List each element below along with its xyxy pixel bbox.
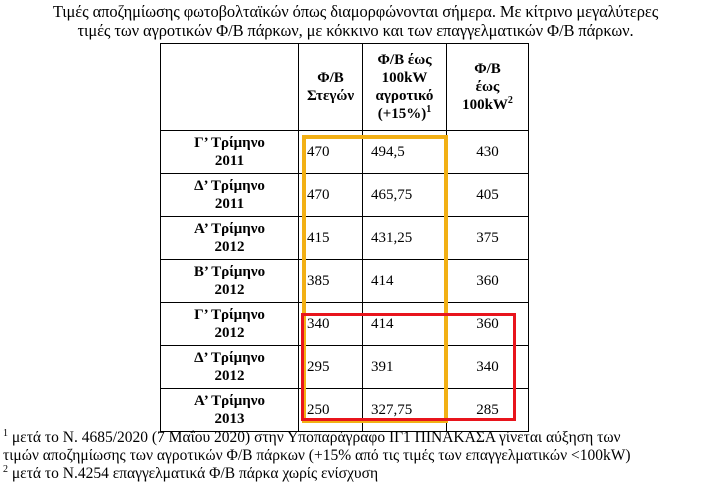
header-pro-pv-line3: 100kW xyxy=(462,97,508,113)
quarter-label: Δ’ Τρίμηνο xyxy=(194,350,265,366)
header-agri-pv: Φ/Β έως 100kW αγροτικό (+15%)1 xyxy=(362,43,447,131)
feed-in-tariff-table: Φ/Β Στεγών Φ/Β έως 100kW αγροτικό (+15%)… xyxy=(160,43,529,432)
table-row: Α’ Τρίμηνο 2012 415 431,25 375 xyxy=(160,216,529,260)
header-roof-pv-line2: Στεγών xyxy=(306,88,355,104)
agri-pv-value: 431,25 xyxy=(362,216,447,260)
year-label: 2012 xyxy=(214,368,245,384)
year-label: 2013 xyxy=(214,411,245,427)
year-label: 2012 xyxy=(214,282,245,298)
roof-pv-value: 470 xyxy=(298,130,363,174)
quarter-cell: Δ’ Τρίμηνο 2012 xyxy=(160,345,299,389)
header-pro-pv: Φ/Β έως 100kW2 xyxy=(446,43,529,131)
quarter-cell: Α’ Τρίμηνο 2012 xyxy=(160,216,299,260)
year-label: 2011 xyxy=(214,196,245,212)
document-caption: Τιμές αποζημίωσης φωτοβολταϊκών όπως δια… xyxy=(0,2,711,40)
table-header-row: Φ/Β Στεγών Φ/Β έως 100kW αγροτικό (+15%)… xyxy=(160,43,529,131)
header-agri-pv-line4: (+15%) xyxy=(377,106,427,122)
caption-line-1: Τιμές αποζημίωσης φωτοβολταϊκών όπως δια… xyxy=(52,2,659,21)
year-label: 2012 xyxy=(214,239,245,255)
footnote-1-mark: 1 xyxy=(3,427,8,439)
roof-pv-value: 385 xyxy=(298,259,363,303)
header-roof-pv-line1: Φ/Β xyxy=(317,70,344,86)
header-agri-pv-line2: 100kW xyxy=(381,70,428,86)
pro-pv-value: 360 xyxy=(446,302,529,346)
quarter-label: Γ’ Τρίμηνο xyxy=(194,307,265,323)
pro-pv-value: 430 xyxy=(446,130,529,174)
quarter-cell: Α’ Τρίμηνο 2013 xyxy=(160,388,299,432)
agri-pv-value: 494,5 xyxy=(362,130,447,174)
agri-pv-value: 414 xyxy=(362,259,447,303)
table-row: Α’ Τρίμηνο 2013 250 327,75 285 xyxy=(160,388,529,432)
roof-pv-value: 250 xyxy=(298,388,363,432)
roof-pv-value: 340 xyxy=(298,302,363,346)
footnote-2: 2 μετά το Ν.4254 επαγγελματικά Φ/Β πάρκα… xyxy=(3,463,708,483)
roof-pv-value: 415 xyxy=(298,216,363,260)
quarter-label: Γ’ Τρίμηνο xyxy=(194,135,265,151)
pro-pv-value: 360 xyxy=(446,259,529,303)
quarter-label: Α’ Τρίμηνο xyxy=(194,221,265,237)
header-agri-pv-line1: Φ/Β έως xyxy=(377,52,432,68)
footnote-2-mark: 2 xyxy=(3,463,8,475)
quarter-label: Α’ Τρίμηνο xyxy=(194,393,265,409)
quarter-label: Δ’ Τρίμηνο xyxy=(194,178,265,194)
quarter-cell: Δ’ Τρίμηνο 2011 xyxy=(160,173,299,217)
roof-pv-value: 295 xyxy=(298,345,363,389)
agri-pv-value: 465,75 xyxy=(362,173,447,217)
quarter-label: Β’ Τρίμηνο xyxy=(193,264,266,280)
year-label: 2012 xyxy=(214,325,245,341)
pro-pv-value: 405 xyxy=(446,173,529,217)
table-row: Δ’ Τρίμηνο 2012 295 391 340 xyxy=(160,345,529,389)
agri-pv-value: 414 xyxy=(362,302,447,346)
quarter-cell: Β’ Τρίμηνο 2012 xyxy=(160,259,299,303)
quarter-cell: Γ’ Τρίμηνο 2012 xyxy=(160,302,299,346)
quarter-cell: Γ’ Τρίμηνο 2011 xyxy=(160,130,299,174)
footnotes: 1 μετά το Ν. 4685/2020 (7 Μαΐου 2020) στ… xyxy=(3,427,708,483)
year-label: 2011 xyxy=(214,153,245,169)
agri-pv-value: 327,75 xyxy=(362,388,447,432)
footnote-1-line-1: 1 μετά το Ν. 4685/2020 (7 Μαΐου 2020) στ… xyxy=(3,427,708,447)
table-row: Γ’ Τρίμηνο 2011 470 494,5 430 xyxy=(160,130,529,174)
roof-pv-value: 470 xyxy=(298,173,363,217)
header-agri-pv-footnote-mark: 1 xyxy=(426,104,432,115)
footnote-1-line-2: τιμών αποζημίωσης των αγροτικών Φ/Β πάρκ… xyxy=(3,447,631,464)
header-agri-pv-line3: αγροτικό xyxy=(375,88,434,104)
pro-pv-value: 340 xyxy=(446,345,529,389)
table-body: Γ’ Τρίμηνο 2011 470 494,5 430 Δ’ Τρίμηνο 2011 4… xyxy=(160,130,529,432)
table-row: Γ’ Τρίμηνο 2012 340 414 360 xyxy=(160,302,529,346)
header-empty-cell xyxy=(160,43,299,131)
header-pro-pv-footnote-mark: 2 xyxy=(507,95,513,106)
footnote-1-text-1: μετά το Ν. 4685/2020 (7 Μαΐου 2020) στην… xyxy=(8,429,621,446)
table-row: Β’ Τρίμηνο 2012 385 414 360 xyxy=(160,259,529,303)
pro-pv-value: 285 xyxy=(446,388,529,432)
header-pro-pv-line1: Φ/Β xyxy=(474,61,501,77)
caption-line-2: τιμές των αγροτικών Φ/Β πάρκων, με κόκκι… xyxy=(77,21,634,40)
agri-pv-value: 391 xyxy=(362,345,447,389)
table-row: Δ’ Τρίμηνο 2011 470 465,75 405 xyxy=(160,173,529,217)
footnote-2-text: μετά το Ν.4254 επαγγελματικά Φ/Β πάρκα χ… xyxy=(8,465,379,482)
header-roof-pv: Φ/Β Στεγών xyxy=(298,43,363,131)
pro-pv-value: 375 xyxy=(446,216,529,260)
header-pro-pv-line2: έως xyxy=(475,79,500,95)
